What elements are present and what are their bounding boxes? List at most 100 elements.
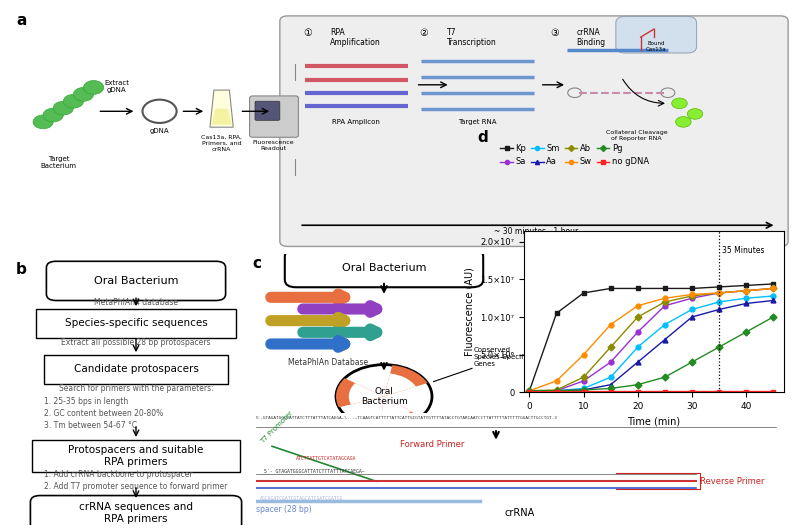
Kp — [633, 285, 642, 292]
Pg — [742, 329, 751, 335]
Line: Sm: Sm — [527, 294, 775, 393]
no gDNA — [660, 388, 670, 395]
Aa — [606, 382, 615, 388]
Text: Species-specific sequences: Species-specific sequences — [65, 319, 207, 328]
Aa — [633, 359, 642, 365]
Ab — [768, 285, 778, 292]
Text: Search for primers with the parameters:: Search for primers with the parameters: — [58, 384, 214, 393]
Text: crRNA
Binding: crRNA Binding — [576, 28, 606, 47]
Text: 5′- GTAGATGGGCATTATCTTTATTTATCAEGA—: 5′- GTAGATGGGCATTATCTTTATTTATCAEGA— — [264, 469, 365, 474]
Sm — [633, 344, 642, 350]
Sa — [742, 287, 751, 294]
FancyBboxPatch shape — [44, 355, 228, 384]
Ab — [552, 387, 562, 393]
Aa — [525, 387, 534, 394]
Text: 2. Add T7 promoter sequence to forward primer: 2. Add T7 promoter sequence to forward p… — [44, 482, 227, 491]
Sa — [714, 290, 724, 296]
Text: Extract
gDNA: Extract gDNA — [104, 80, 130, 93]
Pg — [578, 387, 588, 393]
Wedge shape — [384, 374, 416, 396]
Sm — [552, 387, 562, 394]
Text: 35 Minutes: 35 Minutes — [722, 245, 764, 254]
Sa — [660, 303, 670, 309]
Pg — [552, 387, 562, 394]
Text: T7 Promoter: T7 Promoter — [260, 411, 294, 445]
no gDNA — [552, 388, 562, 395]
Sm — [578, 385, 588, 392]
Text: c: c — [252, 256, 261, 271]
FancyBboxPatch shape — [285, 249, 483, 287]
Text: crRNA: crRNA — [505, 508, 535, 518]
Text: Oral Bacterium: Oral Bacterium — [94, 276, 178, 286]
Text: b: b — [16, 262, 27, 277]
Kp — [768, 281, 778, 287]
Text: Candidate protospacers: Candidate protospacers — [74, 365, 198, 374]
Circle shape — [687, 109, 702, 119]
Text: Target
Bacterium: Target Bacterium — [41, 156, 77, 170]
no gDNA — [714, 388, 724, 395]
Text: crRNA sequences and
RPA primers: crRNA sequences and RPA primers — [79, 502, 193, 524]
Sm — [714, 299, 724, 305]
no gDNA — [525, 388, 534, 395]
Text: Oral Bacterium: Oral Bacterium — [342, 263, 426, 273]
Line: Ab: Ab — [527, 286, 775, 393]
Text: Cas13a, RPA,
Primers, and
crRNA: Cas13a, RPA, Primers, and crRNA — [201, 135, 242, 152]
Text: 5′-GTAGATGGGCATTATCTTTATTTATCAEGA—\...—TCAAGTCATTTTTATTCATTGIGTATTGTTTTATACCTGTA: 5′-GTAGATGGGCATTATCTTTATTTATCAEGA—\...—T… — [256, 416, 561, 420]
no gDNA — [768, 388, 778, 395]
Text: spacer (28 bp): spacer (28 bp) — [256, 505, 312, 514]
Line: Sa: Sa — [527, 286, 775, 393]
Sa — [768, 285, 778, 292]
Text: a: a — [16, 13, 26, 28]
FancyBboxPatch shape — [250, 96, 298, 137]
Sa — [633, 329, 642, 335]
Pg — [660, 374, 670, 381]
Wedge shape — [381, 396, 411, 420]
Circle shape — [54, 101, 74, 115]
Sm — [768, 293, 778, 299]
Text: d: d — [477, 130, 488, 145]
Kp — [525, 387, 534, 394]
Kp — [687, 285, 697, 292]
Text: Protospacers and suitable
RPA primers: Protospacers and suitable RPA primers — [68, 445, 204, 466]
Pg — [768, 314, 778, 320]
Aa — [687, 314, 697, 320]
Sw — [525, 387, 534, 394]
Sw — [606, 321, 615, 328]
Text: ATCTTATTGTCATATAGCAGA: ATCTTATTGTCATATAGCAGA — [296, 456, 356, 461]
Text: gDNA: gDNA — [150, 128, 170, 134]
Text: Bound
Cas13a: Bound Cas13a — [646, 41, 666, 52]
FancyBboxPatch shape — [616, 16, 697, 53]
Ab — [578, 374, 588, 381]
Ab — [660, 299, 670, 305]
Text: 1. 25-35 bps in length: 1. 25-35 bps in length — [44, 398, 128, 407]
Pg — [687, 359, 697, 365]
Circle shape — [74, 87, 94, 101]
FancyBboxPatch shape — [32, 440, 240, 472]
no gDNA — [578, 388, 588, 395]
Text: T7
Transcription: T7 Transcription — [446, 28, 497, 47]
Polygon shape — [211, 109, 232, 125]
Text: Forward Primer: Forward Primer — [400, 440, 464, 449]
Circle shape — [675, 117, 691, 127]
FancyBboxPatch shape — [280, 16, 788, 246]
Sw — [742, 287, 751, 294]
Pg — [714, 344, 724, 350]
Circle shape — [83, 81, 104, 94]
Text: AGCAGATCGATCGTAGCATCGATCGATCG: AGCAGATCGATCGTAGCATCGATCGATCG — [260, 496, 343, 500]
Aa — [768, 297, 778, 304]
Aa — [660, 337, 670, 343]
Aa — [714, 306, 724, 313]
Text: ①: ① — [303, 28, 312, 38]
Wedge shape — [384, 365, 427, 396]
Aa — [552, 387, 562, 394]
Sa — [687, 295, 697, 302]
Sw — [768, 285, 778, 292]
Circle shape — [336, 365, 432, 428]
Text: Collateral Cleavage
of Reporter RNA: Collateral Cleavage of Reporter RNA — [606, 130, 668, 140]
no gDNA — [687, 388, 697, 395]
Polygon shape — [210, 90, 234, 127]
Kp — [714, 284, 724, 290]
Pg — [606, 385, 615, 392]
Sm — [606, 374, 615, 381]
Pg — [633, 382, 642, 388]
